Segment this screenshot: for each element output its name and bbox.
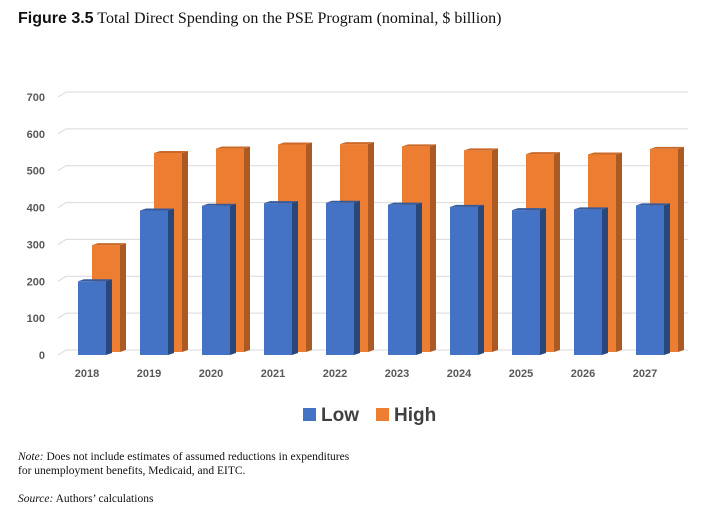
y-axis: 0 100 200 300 400 500 600 700: [27, 92, 45, 362]
x-tick-label: 2020: [199, 368, 223, 380]
note-text: Does not include estimates of assumed re…: [46, 451, 350, 463]
y-tick-label: 0: [39, 350, 45, 362]
source-text: Authors’ calculations: [55, 493, 154, 505]
x-tick-label: 2027: [633, 368, 657, 380]
gridline: [57, 128, 688, 135]
gridline: [57, 91, 688, 98]
bar-low-2022: [326, 200, 360, 355]
x-tick-label: 2023: [385, 368, 409, 380]
note-text-2: for unemployment benefits, Medicaid, and…: [18, 465, 246, 477]
legend-swatch: [376, 408, 389, 421]
y-tick-label: 400: [27, 203, 45, 215]
bar-low-2023: [388, 202, 422, 355]
bar-low-2021: [264, 201, 298, 355]
x-tick-label: 2025: [509, 368, 533, 380]
x-tick-label: 2021: [261, 368, 285, 380]
y-tick-label: 600: [27, 129, 45, 141]
y-tick-label: 300: [27, 239, 45, 251]
x-tick-label: 2018: [75, 368, 99, 380]
bar-low-2027: [636, 203, 670, 355]
bar-low-2018: [78, 279, 112, 355]
x-tick-label: 2026: [571, 368, 595, 380]
bar-low-2026: [574, 207, 608, 355]
x-axis: 2018 2019 2020 2021 2022 2023 2024 2025 2026 2027: [75, 368, 657, 380]
bar-low-2024: [450, 204, 484, 355]
y-tick-label: 700: [27, 92, 45, 104]
y-tick-label: 100: [27, 313, 45, 325]
y-tick-label: 200: [27, 276, 45, 288]
figure-title-text: Total Direct Spending on the PSE Program…: [97, 10, 502, 27]
legend-label: Low: [321, 405, 359, 426]
legend-item-high: High: [376, 405, 436, 426]
legend: Low High: [303, 405, 436, 426]
x-tick-label: 2024: [447, 368, 472, 380]
legend-swatch: [303, 408, 316, 421]
source-label: Source:: [18, 493, 54, 505]
x-tick-label: 2022: [323, 368, 347, 380]
y-tick-label: 500: [27, 166, 45, 178]
bar-low-2019: [140, 208, 174, 355]
figure-title: Figure 3.5 Total Direct Spending on the …: [18, 10, 501, 28]
x-tick-label: 2019: [137, 368, 161, 380]
legend-item-low: Low: [303, 405, 359, 426]
figure-number: Figure 3.5: [18, 10, 94, 27]
chart-note: Note: Does not include estimates of assu…: [18, 450, 349, 478]
bar-low-2025: [512, 208, 546, 355]
bar-low-2020: [202, 203, 236, 355]
note-label: Note:: [18, 451, 44, 463]
bars: [78, 142, 684, 355]
chart-source: Source: Authors’ calculations: [18, 492, 153, 506]
legend-label: High: [394, 405, 436, 426]
